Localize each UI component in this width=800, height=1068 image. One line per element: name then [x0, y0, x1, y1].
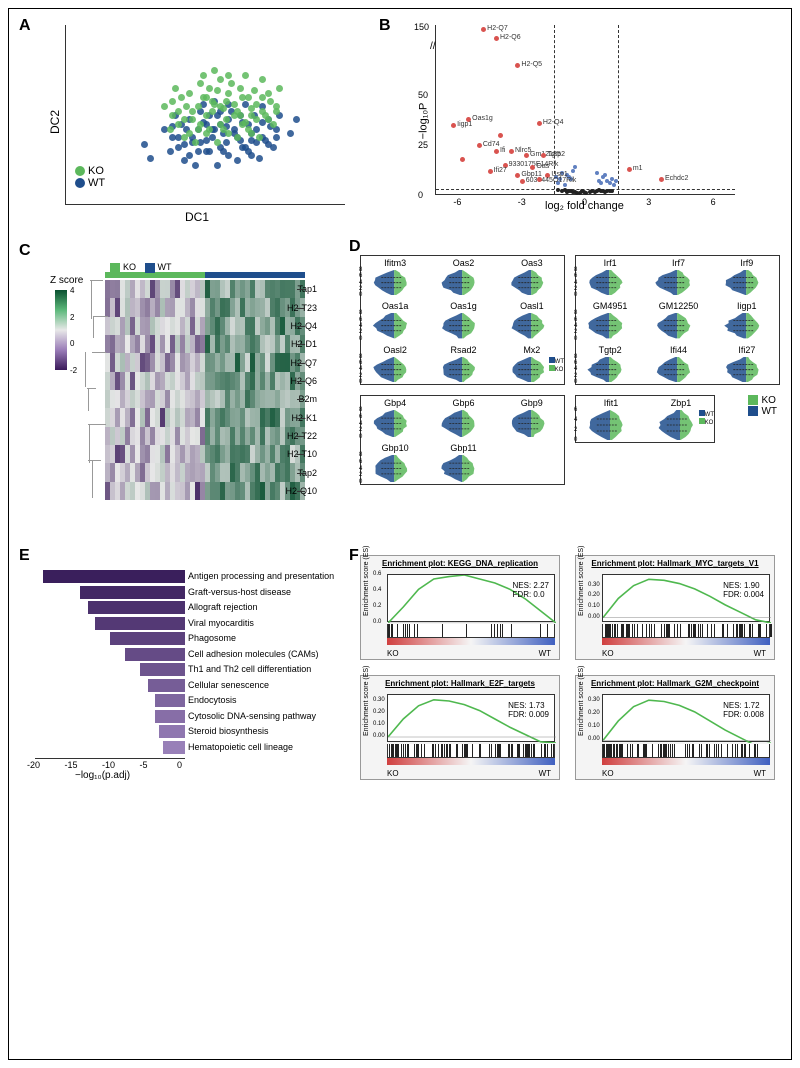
heatmap-legend: KO WT: [110, 262, 172, 273]
legend-wt-text: WT: [88, 177, 105, 189]
panel-e-label: E: [19, 547, 30, 565]
panel-e: E -20-15-10-50Antigen processing and pre…: [15, 545, 345, 785]
bar-label: Graft-versus-host disease: [188, 587, 291, 597]
ko-square-icon: [748, 395, 758, 405]
hm-ko-text: KO: [123, 262, 136, 272]
d-legend-wt: WT: [748, 406, 777, 417]
bar-label: Th1 and Th2 cell differentiation: [188, 664, 311, 674]
panel-c-label: C: [19, 242, 31, 260]
scatter-a: [65, 25, 345, 205]
wt-dot-icon: [75, 178, 85, 188]
legend-ko-text: KO: [88, 165, 104, 177]
panel-b: B //H2-Q7H2-Q6H2-Q5Oas1gIigp1H2-Q4Cd74If…: [375, 15, 775, 235]
legend-wt: WT: [75, 177, 105, 189]
ko-dot-icon: [75, 166, 85, 176]
zscore-label: Z score: [50, 275, 83, 286]
bar-label: Hematopoietic cell lineage: [188, 742, 293, 752]
row-ef: E -20-15-10-50Antigen processing and pre…: [15, 545, 785, 785]
zscore-colorbar: [55, 290, 67, 370]
panel-f-label: F: [349, 547, 359, 565]
panel-b-xlabel: log₂ fold change: [545, 200, 624, 212]
bar-label: Viral myocarditis: [188, 618, 254, 628]
panel-c: C Z score KO WT Tap1H2-T23H2-Q4H2-D1H2-Q…: [15, 240, 345, 540]
panel-a-legend: KO WT: [75, 165, 105, 189]
panel-a-xlabel: DC1: [185, 210, 209, 224]
d-ko-text: KO: [761, 395, 775, 406]
panel-d-legend: KO WT: [748, 395, 777, 417]
bar-label: Steroid biosynthesis: [188, 726, 269, 736]
panel-a-ylabel: DC2: [48, 110, 62, 134]
wt-square-icon: [145, 263, 155, 273]
volcano-plot: //H2-Q7H2-Q6H2-Q5Oas1gIigp1H2-Q4Cd74IfiN…: [435, 25, 735, 195]
bars-e: -20-15-10-50Antigen processing and prese…: [35, 570, 325, 770]
panel-a: A DC1 DC2 KO WT: [15, 15, 375, 235]
wt-square-icon: [748, 406, 758, 416]
row-cd: C Z score KO WT Tap1H2-T23H2-Q4H2-D1H2-Q…: [15, 240, 785, 540]
bar-label: Cytosolic DNA-sensing pathway: [188, 711, 316, 721]
ko-square-icon: [110, 263, 120, 273]
bar-label: Cell adhesion molecules (CAMs): [188, 649, 319, 659]
panel-a-label: A: [19, 17, 31, 35]
panel-d-label: D: [349, 238, 361, 256]
panel-b-ylabel: −log₁₀P: [417, 103, 429, 140]
legend-ko: KO: [75, 165, 105, 177]
bar-label: Antigen processing and presentation: [188, 571, 334, 581]
gsea-area: Enrichment plot: KEGG_DNA_replicationEnr…: [360, 555, 785, 785]
panel-d: D Ifitm302468Oas2Oas3Oas1a02468Oas1gOasl…: [345, 240, 785, 540]
panel-e-xlabel: −log₁₀(p.adj): [75, 770, 130, 781]
bar-label: Cellular senescence: [188, 680, 269, 690]
panel-f: F Enrichment plot: KEGG_DNA_replicationE…: [345, 545, 785, 785]
heatmap-c: [105, 280, 305, 500]
row-ab: A DC1 DC2 KO WT B //H2-Q7H2-Q6H2-Q5Oas1g…: [15, 15, 785, 235]
violin-area: Ifitm302468Oas2Oas3Oas1a02468Oas1gOasl1O…: [360, 255, 785, 535]
figure-frame: A DC1 DC2 KO WT B //H2-Q7H2-Q6H2-Q5Oas1g…: [8, 8, 792, 1060]
d-wt-text: WT: [761, 406, 777, 417]
bar-label: Allograft rejection: [188, 602, 258, 612]
bar-label: Phagosome: [188, 633, 236, 643]
panel-b-label: B: [379, 17, 391, 35]
d-legend-ko: KO: [748, 395, 777, 406]
bar-label: Endocytosis: [188, 695, 237, 705]
hm-wt-text: WT: [158, 262, 172, 272]
